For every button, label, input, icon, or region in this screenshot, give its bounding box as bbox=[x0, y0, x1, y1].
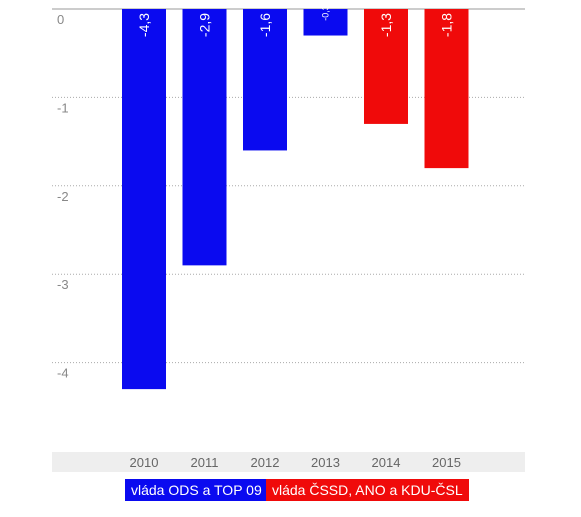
x-tick-label: 2012 bbox=[251, 455, 280, 470]
bar-value-label: -1,8 bbox=[439, 13, 455, 37]
x-tick-label: 2013 bbox=[311, 455, 340, 470]
x-tick-label: 2011 bbox=[191, 455, 219, 470]
bar-value-label: -0,3 bbox=[321, 5, 331, 21]
x-axis-band bbox=[52, 452, 525, 472]
bar-value-label: -2,9 bbox=[197, 13, 213, 37]
y-tick-label: -3 bbox=[57, 277, 69, 292]
bar-2013 bbox=[303, 9, 348, 36]
y-tick-label: -1 bbox=[57, 100, 69, 115]
legend-item-cssd-ano-kducsl: vláda ČSSD, ANO a KDU-ČSL bbox=[266, 479, 469, 501]
bar-2011 bbox=[182, 9, 227, 266]
bar-2015 bbox=[424, 9, 469, 169]
x-tick-label: 2015 bbox=[432, 455, 461, 470]
x-axis-ticks: 2010 2011 2012 2013 2014 2015 bbox=[130, 455, 461, 470]
y-tick-label: -4 bbox=[57, 366, 69, 381]
y-tick-label: -2 bbox=[57, 189, 69, 204]
bar-value-label: -1,3 bbox=[378, 13, 394, 37]
legend: vláda ODS a TOP 09 vláda ČSSD, ANO a KDU… bbox=[0, 479, 581, 505]
bar-2012 bbox=[243, 9, 287, 151]
x-tick-label: 2014 bbox=[372, 455, 401, 470]
bar-value-label: -1,6 bbox=[257, 13, 273, 37]
x-tick-label: 2010 bbox=[130, 455, 159, 470]
bar-2010 bbox=[122, 9, 166, 390]
bar-value-label: -4,3 bbox=[136, 13, 152, 37]
y-axis-ticks: 0 -1 -2 -3 -4 bbox=[57, 12, 69, 381]
legend-item-ods-top09: vláda ODS a TOP 09 bbox=[125, 479, 268, 501]
y-tick-label: 0 bbox=[57, 12, 64, 27]
bar-2014 bbox=[364, 9, 408, 124]
bars: -4,3 -2,9 -1,6 -0,3 -1,3 -1,8 bbox=[122, 5, 469, 390]
